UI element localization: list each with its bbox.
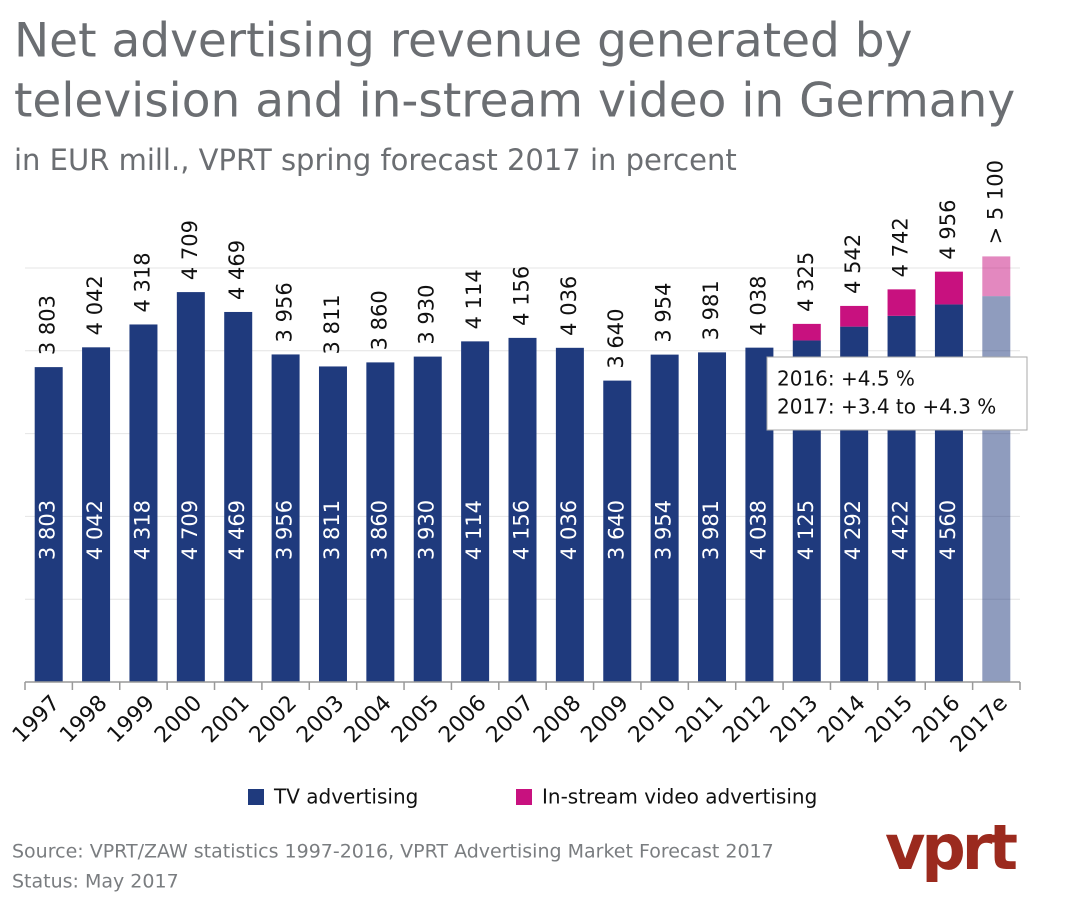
total-label: 4 114 xyxy=(462,269,486,329)
bar-value-label: 4 292 xyxy=(841,500,865,560)
bar xyxy=(224,311,253,682)
source: Status: May 2017 xyxy=(12,871,179,893)
bar xyxy=(982,296,1011,682)
total-label: 4 318 xyxy=(130,252,154,312)
bar-value-label: 4 709 xyxy=(178,500,202,560)
logo: vprt xyxy=(885,811,1017,884)
annotation: 2017: +3.4 to +4.3 % xyxy=(777,395,996,419)
bar xyxy=(461,341,490,682)
bar xyxy=(982,256,1011,297)
bar-value-label: 4 156 xyxy=(510,500,534,560)
total-label: 4 742 xyxy=(889,217,913,277)
bar xyxy=(413,356,442,682)
x-tick-label: 2012 xyxy=(719,691,776,748)
total-label: 3 954 xyxy=(652,282,676,342)
total-label: 3 640 xyxy=(604,308,628,368)
bar-value-label: 3 930 xyxy=(415,500,439,560)
bar-value-label: 4 469 xyxy=(225,500,249,560)
bar-value-label: 4 125 xyxy=(794,500,818,560)
legend-label: In-stream video advertising xyxy=(542,785,817,809)
bar xyxy=(508,337,537,682)
total-label: 4 038 xyxy=(746,276,770,336)
bar-value-label: 3 956 xyxy=(273,500,297,560)
bar xyxy=(650,354,679,682)
total-label: 4 325 xyxy=(794,252,818,312)
bar xyxy=(318,366,347,682)
legend-swatch xyxy=(516,789,532,805)
bar-value-label: 4 422 xyxy=(889,500,913,560)
total-label: 3 981 xyxy=(699,280,723,340)
x-tick-label: 2003 xyxy=(292,691,349,748)
total-label: > 5 100 xyxy=(983,160,1007,244)
x-tick-label: 2011 xyxy=(671,691,728,748)
bar-value-label: 4 318 xyxy=(130,500,154,560)
legend-label: TV advertising xyxy=(273,785,418,809)
x-tick-label: 2007 xyxy=(482,691,539,748)
x-tick-label: 2000 xyxy=(150,691,207,748)
bar-value-label: 4 038 xyxy=(746,500,770,560)
bar xyxy=(887,289,916,316)
x-tick-label: 2009 xyxy=(576,691,633,748)
x-tick-label: 2013 xyxy=(766,691,823,748)
bar-value-label: 3 860 xyxy=(367,500,391,560)
bar xyxy=(34,367,63,682)
source: Source: VPRT/ZAW statistics 1997-2016, V… xyxy=(12,841,774,863)
x-tick-label: 2014 xyxy=(813,691,870,748)
bar-value-label: 3 811 xyxy=(320,500,344,560)
bar xyxy=(82,347,111,682)
bar-value-label: 3 981 xyxy=(699,500,723,560)
bar xyxy=(603,380,632,682)
bar-value-label: 4 114 xyxy=(462,500,486,560)
total-label: 4 709 xyxy=(178,220,202,280)
bar-value-label: 4 036 xyxy=(557,500,581,560)
chart-title: Net advertising revenue generated by xyxy=(14,14,912,69)
total-label: 4 036 xyxy=(557,276,581,336)
bar xyxy=(129,324,158,682)
bar xyxy=(271,354,300,682)
total-label: 3 811 xyxy=(320,294,344,354)
total-label: 4 156 xyxy=(510,266,534,326)
bar xyxy=(176,292,205,682)
total-label: 4 042 xyxy=(83,275,107,335)
bar-value-label: 4 560 xyxy=(936,500,960,560)
total-label: 4 469 xyxy=(225,240,249,300)
bar xyxy=(934,271,963,305)
bar xyxy=(840,305,869,327)
total-label: 3 956 xyxy=(273,282,297,342)
x-tick-label: 2004 xyxy=(340,691,397,748)
bar-value-label: 4 042 xyxy=(83,500,107,560)
x-tick-label: 2005 xyxy=(387,691,444,748)
bar xyxy=(555,347,584,682)
bar xyxy=(698,352,727,682)
x-tick-label: 2006 xyxy=(434,691,491,748)
total-label: 3 860 xyxy=(367,290,391,350)
bar-value-label: 3 803 xyxy=(36,500,60,560)
total-label: 4 542 xyxy=(841,234,865,294)
x-tick-label: 1997 xyxy=(8,691,65,748)
annotation: 2016: +4.5 % xyxy=(777,367,915,391)
legend-swatch xyxy=(248,789,264,805)
x-tick-label: 1999 xyxy=(103,691,160,748)
bar xyxy=(792,323,821,341)
annotation-box xyxy=(766,356,1028,431)
bar-value-label: 3 954 xyxy=(652,500,676,560)
chart-subtitle: in EUR mill., VPRT spring forecast 2017 … xyxy=(14,143,737,177)
bar xyxy=(366,362,395,682)
x-tick-label: 1998 xyxy=(55,691,112,748)
chart-title: television and in-stream video in German… xyxy=(14,74,1015,129)
x-tick-label: 2008 xyxy=(529,691,586,748)
total-label: 4 956 xyxy=(936,200,960,260)
total-label: 3 930 xyxy=(415,284,439,344)
bar-value-label: 3 640 xyxy=(604,500,628,560)
x-tick-label: 2002 xyxy=(245,691,302,748)
x-tick-label: 2010 xyxy=(624,691,681,748)
x-tick-label: 2015 xyxy=(861,691,918,748)
total-label: 3 803 xyxy=(36,295,60,355)
x-tick-label: 2001 xyxy=(197,691,254,748)
